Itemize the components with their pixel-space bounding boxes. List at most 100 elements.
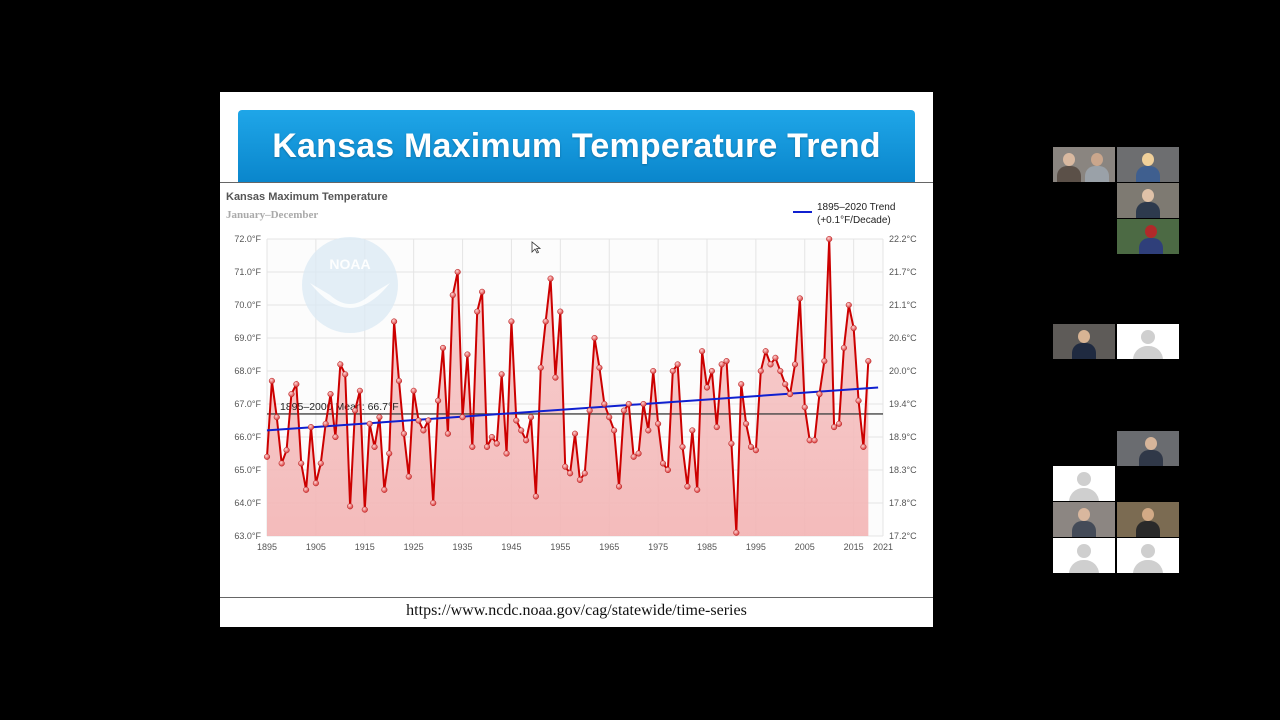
y-tick-label-right: 22.2°C [889,234,917,244]
data-point-1940 [483,443,491,450]
data-point-1923 [400,430,407,437]
data-point-1960 [581,470,588,477]
data-point-2011 [831,424,838,431]
data-point-1947 [518,427,525,434]
data-point-1986 [708,367,715,375]
data-point-1912 [347,503,354,510]
data-point-2007 [811,437,818,444]
data-point-1971 [635,450,642,457]
participant-tile-10[interactable] [1117,502,1179,537]
data-point-1933 [449,292,456,299]
x-tick-label: 1945 [501,542,521,552]
data-point-1920 [386,450,393,457]
data-point-1931 [439,344,447,351]
participant-tile-11[interactable] [1053,538,1115,573]
x-tick-label: 1915 [355,542,375,552]
data-point-1899 [283,447,290,454]
data-point-1913 [351,407,359,414]
participant-tile-3[interactable] [1117,183,1179,218]
data-point-1905 [312,480,319,487]
y-tick-label-right: 20.0°C [889,366,917,376]
data-point-1914 [356,387,363,394]
data-point-2018 [865,358,872,365]
data-point-2010 [826,235,833,243]
data-point-1993 [743,420,750,427]
data-point-1898 [278,460,285,467]
data-point-1932 [444,430,451,437]
data-point-1999 [772,354,779,361]
participant-tile-9[interactable] [1053,502,1115,537]
x-tick-label: 1975 [648,542,668,552]
data-point-1917 [371,443,378,450]
data-point-1985 [703,384,711,391]
data-point-1995 [752,447,759,454]
data-point-1979 [674,361,681,368]
x-tick-label: 2021 [873,542,893,552]
data-point-1944 [503,450,510,457]
data-point-1919 [381,486,388,493]
data-point-1950 [532,493,539,500]
avatar-placeholder-icon [1077,472,1091,486]
data-point-1895 [263,453,271,460]
participant-tile-12[interactable] [1117,538,1179,573]
chart-frame: 63.0°F 17.2°C 64.0°F 17.8°C 65.0°F 18.3°C 66.0… [220,182,933,598]
data-point-1974 [650,367,657,375]
data-point-2000 [777,367,784,375]
source-url[interactable]: https://www.ncdc.noaa.gov/cag/statewide/… [406,602,747,619]
y-tick-label-right: 20.6°C [889,333,917,343]
data-point-1942 [493,440,500,447]
data-point-2008 [816,391,823,398]
data-point-1955 [557,308,564,315]
data-point-1963 [596,364,603,371]
x-tick-label: 1905 [306,542,326,552]
x-tick-label: 1935 [453,542,473,552]
chart-subtitle: January–December [226,209,318,221]
data-point-1957 [567,470,574,477]
participant-tile-4[interactable] [1117,219,1179,254]
y-tick-label-left: 69.0°F [234,333,261,343]
data-point-1954 [552,374,559,381]
y-tick-label-left: 67.0°F [234,399,261,409]
participant-tile-7[interactable] [1117,431,1179,466]
data-point-1948 [523,437,530,444]
data-point-1922 [395,377,403,384]
data-point-2004 [796,295,803,302]
participant-tile-5[interactable] [1053,324,1115,359]
data-point-1978 [669,367,676,375]
participant-tile-2[interactable] [1117,147,1179,182]
data-point-1946 [513,417,520,424]
data-point-1928 [425,417,432,424]
data-point-1972 [640,400,647,408]
participant-tile-6[interactable] [1117,324,1179,359]
data-point-1936 [464,351,471,358]
data-point-1980 [679,443,686,450]
data-point-1934 [454,268,461,276]
data-point-1906 [317,460,324,467]
y-tick-label-left: 70.0°F [234,300,261,310]
y-tick-label-right: 21.7°C [889,267,917,277]
participant-tile-8[interactable] [1053,466,1115,501]
y-tick-label-left: 65.0°F [234,465,261,475]
data-point-1897 [273,414,280,421]
data-area [267,239,869,536]
data-point-1990 [728,440,735,447]
y-tick-label-right: 21.1°C [889,300,917,310]
noaa-logo-text: NOAA [329,256,370,272]
data-point-1997 [762,348,769,355]
noaa-logo-bird [310,283,390,308]
data-point-1988 [718,361,725,368]
data-point-1961 [586,407,593,414]
data-point-1968 [620,407,627,414]
data-point-1902 [298,460,305,467]
data-point-1966 [611,427,618,434]
y-tick-label-left: 66.0°F [234,432,261,442]
participant-tile-1[interactable] [1053,147,1115,182]
data-point-1907 [322,420,329,427]
data-point-1943 [498,371,505,378]
data-point-1956 [562,463,569,470]
y-tick-label-left: 63.0°F [234,531,261,541]
data-point-1951 [537,364,544,371]
data-point-1952 [542,318,549,325]
data-point-1964 [601,400,608,408]
data-point-1915 [361,506,368,513]
